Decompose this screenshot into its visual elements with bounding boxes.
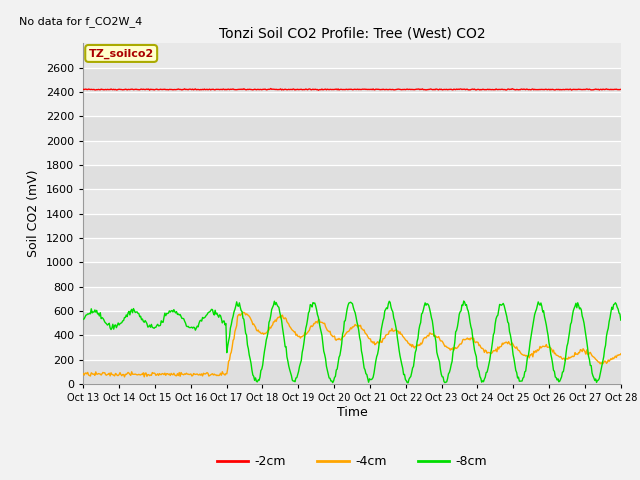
X-axis label: Time: Time: [337, 406, 367, 419]
Y-axis label: Soil CO2 (mV): Soil CO2 (mV): [28, 170, 40, 257]
Bar: [83, 165, 621, 189]
Bar: [83, 262, 621, 287]
Bar: [83, 214, 621, 238]
Bar: [83, 68, 621, 92]
Legend: -2cm, -4cm, -8cm: -2cm, -4cm, -8cm: [212, 450, 492, 473]
Bar: [83, 116, 621, 141]
Title: Tonzi Soil CO2 Profile: Tree (West) CO2: Tonzi Soil CO2 Profile: Tree (West) CO2: [219, 27, 485, 41]
Bar: [83, 360, 621, 384]
Bar: [83, 311, 621, 336]
Text: No data for f_CO2W_4: No data for f_CO2W_4: [19, 16, 142, 27]
Text: TZ_soilco2: TZ_soilco2: [88, 48, 154, 59]
